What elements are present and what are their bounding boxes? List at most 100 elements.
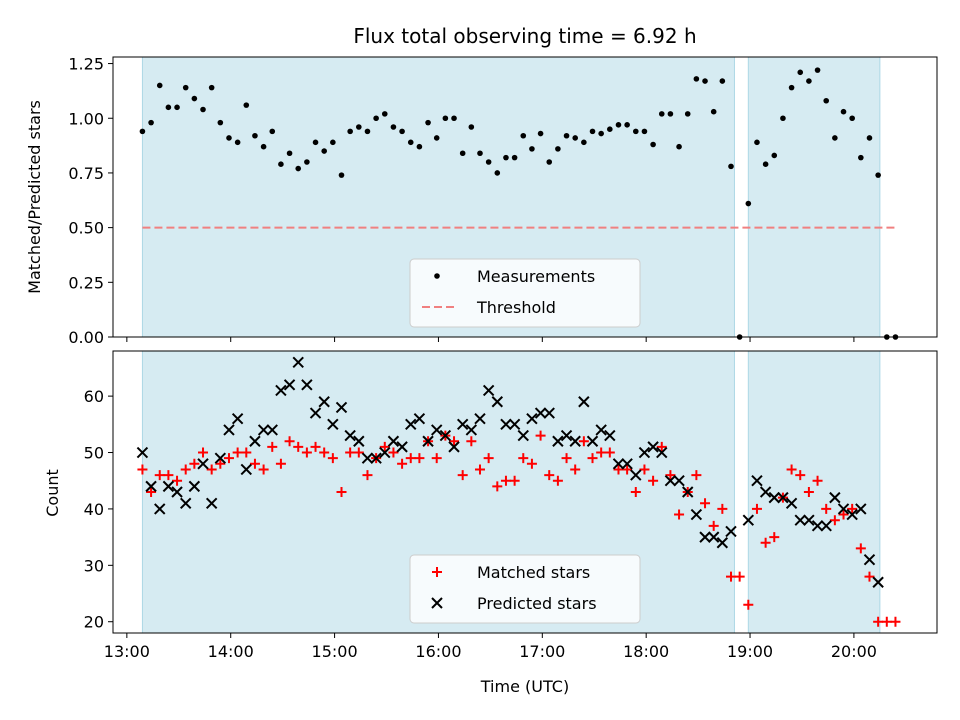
point-1-1-67 [716, 537, 729, 549]
point-1-1-66 [707, 531, 720, 543]
legend-label-0-1: Threshold [476, 298, 556, 317]
point-1-0-40 [483, 453, 494, 464]
point-1-0-48 [552, 475, 563, 486]
point-1-0-75 [786, 464, 797, 475]
point-0-0-1 [148, 119, 154, 126]
point-0-0-35 [442, 115, 449, 122]
y-tick-label-1-4: 60 [84, 387, 104, 406]
point-1-1-83 [863, 553, 876, 566]
point-1-0-64 [691, 470, 702, 481]
point-0-0-44 [520, 132, 527, 139]
point-0-0-14 [260, 143, 267, 150]
point-0-0-43 [511, 154, 518, 161]
point-0-0-49 [563, 132, 570, 139]
point-0-0-2 [156, 82, 163, 89]
point-1-1-4 [171, 486, 183, 498]
point-1-1-10 [223, 424, 235, 436]
point-1-1-78 [820, 520, 832, 532]
point-0-0-82 [849, 115, 855, 122]
point-1-0-38 [466, 436, 477, 447]
point-1-0-39 [474, 464, 485, 475]
point-1-0-9 [215, 458, 226, 469]
point-1-1-47 [543, 407, 555, 419]
point-1-0-6 [189, 458, 200, 469]
point-1-0-2 [154, 470, 165, 481]
point-1-1-55 [612, 458, 625, 470]
point-1-1-13 [249, 435, 261, 447]
point-1-1-34 [431, 424, 443, 436]
point-0-0-59 [650, 141, 656, 148]
observing-window-0-1 [747, 56, 881, 338]
point-1-0-3 [163, 470, 174, 481]
point-0-0-29 [390, 124, 397, 130]
legend-marker-0-0 [434, 273, 440, 279]
point-1-1-23 [335, 401, 348, 414]
legend-label-1-0: Matched stars [477, 563, 590, 582]
point-1-1-37 [456, 418, 469, 431]
point-1-1-15 [266, 424, 278, 436]
point-0-0-8 [208, 84, 215, 91]
point-0-0-13 [252, 132, 258, 139]
point-1-1-49 [560, 429, 573, 442]
point-1-1-42 [500, 418, 512, 431]
point-1-1-18 [292, 356, 304, 368]
point-1-1-38 [465, 424, 478, 436]
point-0-0-7 [200, 106, 206, 113]
point-1-0-85 [873, 616, 884, 627]
point-0-0-83 [858, 154, 864, 161]
point-0-0-17 [286, 150, 293, 157]
point-1-0-67 [717, 503, 728, 514]
observing-window-1-1 [747, 350, 881, 634]
point-0-0-37 [459, 150, 466, 157]
point-1-0-58 [639, 464, 650, 475]
point-0-0-64 [693, 76, 700, 82]
point-1-1-35 [439, 429, 452, 442]
point-0-0-18 [295, 165, 302, 172]
x-tick-label-1: 14:00 [208, 642, 254, 661]
y-tick-label-1-2: 40 [84, 500, 104, 519]
point-0-0-81 [840, 108, 847, 115]
point-0-0-79 [823, 97, 830, 104]
point-1-0-46 [535, 430, 546, 441]
point-1-0-18 [293, 441, 304, 452]
point-0-0-10 [226, 135, 232, 141]
top-y-axis-label: Matched/Predicted stars [25, 100, 44, 294]
point-0-0-48 [555, 146, 561, 152]
point-1-0-87 [890, 616, 901, 627]
point-0-0-4 [174, 104, 180, 111]
point-1-0-14 [258, 464, 269, 475]
point-1-1-46 [534, 407, 547, 419]
point-1-1-5 [179, 497, 192, 509]
point-0-0-16 [278, 161, 284, 167]
point-0-0-54 [607, 126, 613, 132]
point-1-1-2 [154, 503, 166, 515]
point-1-0-54 [604, 447, 615, 458]
x-tick-label-7: 20:00 [831, 642, 877, 661]
point-1-1-53 [595, 424, 607, 436]
y-tick-label-0-4: 1.00 [68, 109, 104, 128]
legend-box-1 [409, 554, 641, 624]
point-1-0-44 [518, 453, 529, 464]
legend-label-1-1: Predicted stars [477, 594, 597, 613]
point-0-0-28 [381, 111, 388, 117]
point-1-1-20 [309, 407, 322, 419]
point-0-0-76 [797, 69, 804, 76]
point-1-1-32 [413, 412, 426, 425]
point-1-0-72 [760, 537, 771, 548]
point-1-0-66 [708, 520, 719, 531]
point-1-0-30 [397, 458, 408, 469]
point-1-1-44 [517, 429, 529, 442]
point-1-0-47 [544, 470, 555, 481]
point-1-0-11 [232, 447, 243, 458]
point-1-0-83 [855, 543, 866, 554]
point-1-0-13 [249, 458, 260, 469]
point-1-1-74 [785, 497, 798, 509]
y-tick-label-1-1: 30 [84, 556, 104, 575]
point-1-1-26 [361, 452, 374, 464]
point-1-1-75 [794, 514, 806, 526]
y-tick-label-0-0: 0.00 [68, 328, 104, 347]
point-1-0-69 [734, 571, 745, 582]
point-0-0-53 [598, 130, 604, 137]
point-1-1-56 [621, 458, 633, 470]
